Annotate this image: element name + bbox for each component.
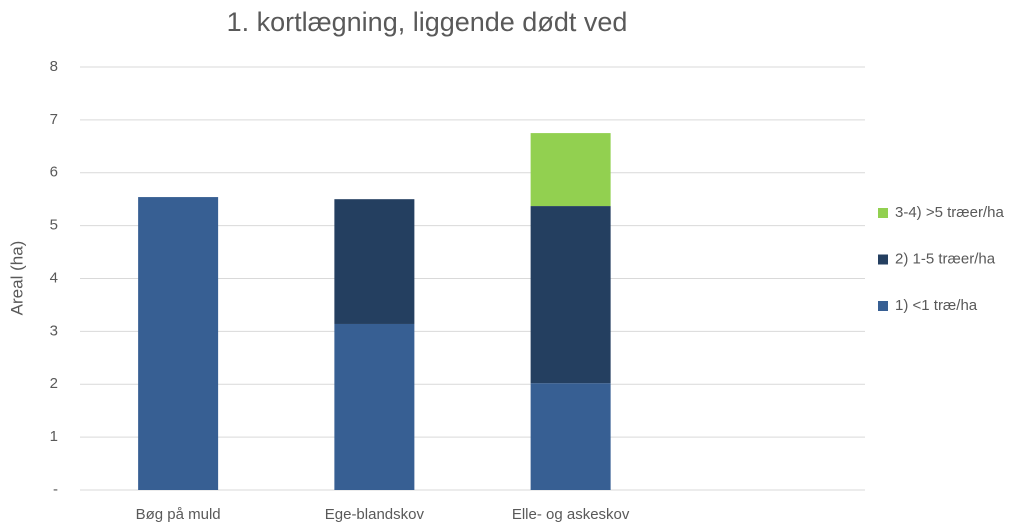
bar-segment bbox=[530, 383, 611, 490]
y-tick-label: 4 bbox=[50, 269, 58, 286]
y-tick-label: 1 bbox=[50, 428, 58, 445]
chart-title: 1. kortlægning, liggende dødt ved bbox=[227, 7, 628, 37]
legend-swatch bbox=[878, 301, 888, 311]
legend-label: 1) <1 træ/ha bbox=[895, 297, 978, 314]
legend-label: 3-4) >5 træer/ha bbox=[895, 204, 1004, 221]
bar-segment bbox=[334, 199, 415, 324]
x-tick-label: Ege-blandskov bbox=[325, 506, 425, 523]
y-tick-label: - bbox=[53, 481, 58, 498]
y-tick-label: 6 bbox=[50, 164, 58, 181]
y-tick-label: 7 bbox=[50, 111, 58, 128]
legend-swatch bbox=[878, 208, 888, 218]
bar-segment bbox=[530, 133, 611, 207]
legend-swatch bbox=[878, 254, 888, 265]
y-tick-label: 3 bbox=[50, 322, 58, 339]
bar-segment bbox=[530, 206, 611, 384]
x-tick-label: Bøg på muld bbox=[136, 506, 221, 523]
y-axis-label: Areal (ha) bbox=[7, 241, 26, 316]
y-tick-label: 2 bbox=[50, 375, 58, 392]
x-tick-label: Elle- og askeskov bbox=[512, 506, 630, 523]
bar-segment bbox=[334, 323, 415, 490]
bar-segment bbox=[138, 197, 219, 490]
legend-label: 2) 1-5 træer/ha bbox=[895, 250, 996, 267]
y-tick-label: 8 bbox=[50, 58, 58, 75]
y-tick-label: 5 bbox=[50, 217, 58, 234]
